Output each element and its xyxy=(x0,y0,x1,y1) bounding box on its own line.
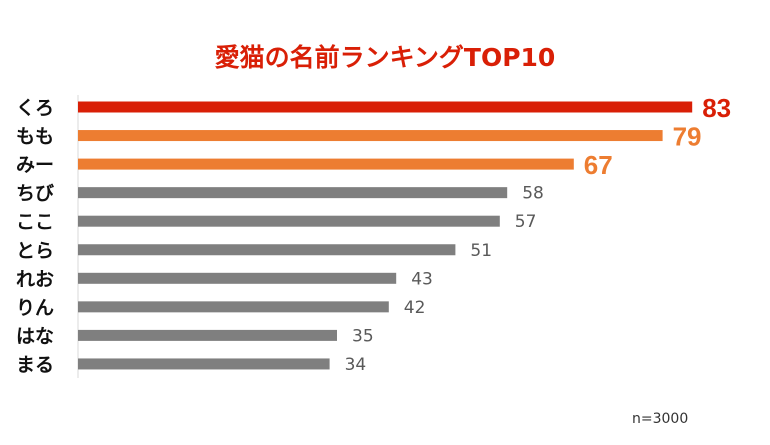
value-label: 51 xyxy=(470,241,492,261)
value-label: 79 xyxy=(673,122,702,152)
value-label: 58 xyxy=(522,184,544,204)
category-label: とら xyxy=(16,240,54,262)
bar xyxy=(78,244,456,256)
value-label: 35 xyxy=(352,326,374,346)
bar xyxy=(78,358,330,370)
bar xyxy=(78,272,397,284)
bar xyxy=(78,301,389,313)
value-label: 34 xyxy=(345,355,367,375)
bar xyxy=(78,101,693,113)
category-label: れお xyxy=(16,268,54,290)
category-label: まる xyxy=(16,354,54,376)
category-label: りん xyxy=(16,297,54,319)
value-label: 67 xyxy=(584,150,613,180)
sample-size-note: n=3000 xyxy=(632,411,689,427)
value-label: 57 xyxy=(515,212,537,232)
chart-title: 愛猫の名前ランキングTOP10 xyxy=(214,43,556,72)
category-label: くろ xyxy=(16,97,54,119)
bar xyxy=(78,187,508,199)
category-label: もも xyxy=(16,126,54,148)
bar xyxy=(78,215,500,227)
category-label: みー xyxy=(16,154,54,176)
category-label: はな xyxy=(16,325,54,347)
value-label: 42 xyxy=(404,298,426,318)
bar xyxy=(78,130,663,142)
category-label: ここ xyxy=(16,211,54,233)
bar xyxy=(78,329,337,341)
bar xyxy=(78,158,574,170)
value-label: 83 xyxy=(702,93,731,123)
category-label: ちび xyxy=(16,183,54,205)
value-label: 43 xyxy=(411,269,433,289)
